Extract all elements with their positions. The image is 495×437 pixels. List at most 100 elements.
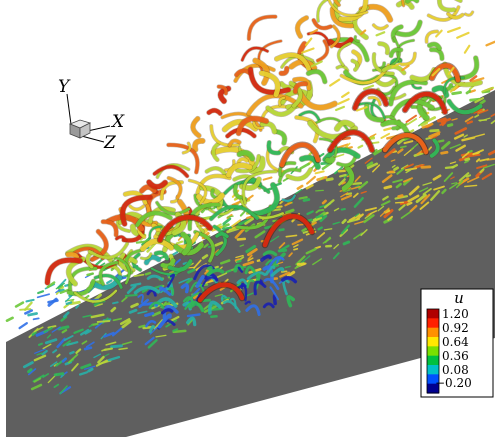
vortex-tube xyxy=(233,63,276,83)
vortex-tube xyxy=(155,201,191,216)
vortex-tube xyxy=(323,199,335,209)
vortex-tube xyxy=(454,127,468,135)
vortex-tube xyxy=(180,283,190,294)
vortex-tube xyxy=(59,288,71,294)
vortex-tube xyxy=(30,383,43,391)
vortex-tube xyxy=(332,221,340,225)
vortex-tube xyxy=(441,188,447,195)
vortex-tube xyxy=(356,213,364,221)
vortex-tube xyxy=(43,327,53,333)
vortex-tube xyxy=(195,174,232,195)
vortex-tube xyxy=(366,161,374,168)
vortex-tube xyxy=(404,167,418,172)
vortex-tube xyxy=(247,248,258,257)
vortex-tube xyxy=(222,119,258,132)
vortex-tube xyxy=(234,227,246,239)
vortex-tube xyxy=(67,279,96,296)
vortex-tube xyxy=(327,0,368,17)
vortex-tube xyxy=(262,250,278,257)
vortex-tube xyxy=(474,97,485,104)
vortex-tube xyxy=(319,214,328,223)
vortex-tube xyxy=(147,339,158,349)
vortex-tube xyxy=(453,133,465,140)
vortex-tube xyxy=(264,265,276,276)
vortex-tube xyxy=(358,180,369,190)
vortex-tube xyxy=(430,190,441,201)
vortex-tube xyxy=(36,352,43,356)
vortex-tube xyxy=(432,135,438,139)
vortex-tube xyxy=(186,316,197,327)
vortex-tube xyxy=(85,341,95,348)
vortex-tube xyxy=(364,207,377,212)
vortex-tube xyxy=(128,308,138,314)
vortex-tube xyxy=(149,326,158,335)
vortex-tube xyxy=(318,208,325,212)
vortex-tube xyxy=(123,190,148,205)
vortex-tube xyxy=(319,176,324,181)
vortex-tube xyxy=(325,156,336,164)
axis-label-x: X xyxy=(110,112,125,132)
vortex-tube xyxy=(453,84,462,92)
vortex-tube xyxy=(69,300,81,306)
vortex-tube xyxy=(340,208,346,211)
vortex-tube xyxy=(46,334,52,339)
vortex-tube xyxy=(360,190,367,194)
vortex-tube xyxy=(353,232,363,240)
vortex-tube xyxy=(363,84,375,90)
vortex-tube xyxy=(57,284,64,290)
vortex-tube xyxy=(380,200,391,206)
vortex-tube xyxy=(349,182,363,186)
vortex-tube xyxy=(279,271,290,278)
vortex-tube xyxy=(377,205,385,212)
vortex-tube xyxy=(245,244,257,253)
vortex-tube xyxy=(24,309,33,315)
vortex-tube xyxy=(37,342,43,346)
vortex-tube xyxy=(59,385,68,395)
legend-tick-0: 1.20 xyxy=(442,307,469,321)
vortex-tube xyxy=(135,240,149,244)
vortex-tube xyxy=(195,274,205,289)
vortex-tube xyxy=(236,259,242,263)
vortex-tube xyxy=(186,313,201,318)
vortex-tube xyxy=(330,24,341,48)
vortex-tube xyxy=(440,117,452,124)
vortex-tube xyxy=(137,293,144,304)
vortex-tube xyxy=(252,121,264,130)
vortex-tube xyxy=(490,113,495,117)
vortex-tube xyxy=(278,96,286,106)
vortex-tube xyxy=(449,161,457,165)
vortex-tube xyxy=(120,318,131,326)
vortex-tube xyxy=(83,346,93,351)
vortex-tube xyxy=(144,254,161,265)
vortex-tube xyxy=(42,343,52,350)
vortex-tube xyxy=(209,307,224,311)
vortex-tube xyxy=(228,225,238,231)
vortex-tube xyxy=(417,94,430,121)
vortex-tube xyxy=(323,228,333,231)
vortex-tube xyxy=(249,156,266,174)
vortex-tube xyxy=(61,357,67,363)
vortex-tube xyxy=(160,308,174,315)
vortex-tube xyxy=(451,118,458,121)
vortex-tube xyxy=(340,224,350,235)
vortex-tube xyxy=(240,282,247,290)
vortex-tube xyxy=(342,240,351,246)
vortex-tube xyxy=(281,194,296,202)
vortex-tube xyxy=(295,255,306,266)
vortex-tube xyxy=(257,40,282,72)
vortex-tube xyxy=(405,0,419,4)
vortex-tube xyxy=(429,47,444,61)
vortex-tube xyxy=(341,218,347,225)
vortex-tube xyxy=(481,172,493,180)
vortex-tube xyxy=(172,329,187,334)
vortex-tube xyxy=(80,328,90,336)
vortex-tube xyxy=(469,97,481,102)
vortex-tube xyxy=(63,335,74,342)
vortex-tube xyxy=(360,229,368,237)
vortex-tube xyxy=(246,271,267,281)
vortex-tube xyxy=(483,163,495,169)
vortex-tube xyxy=(374,78,396,87)
vortex-tube xyxy=(236,116,269,136)
vortex-tube xyxy=(139,184,157,194)
vortex-tube xyxy=(302,198,311,202)
